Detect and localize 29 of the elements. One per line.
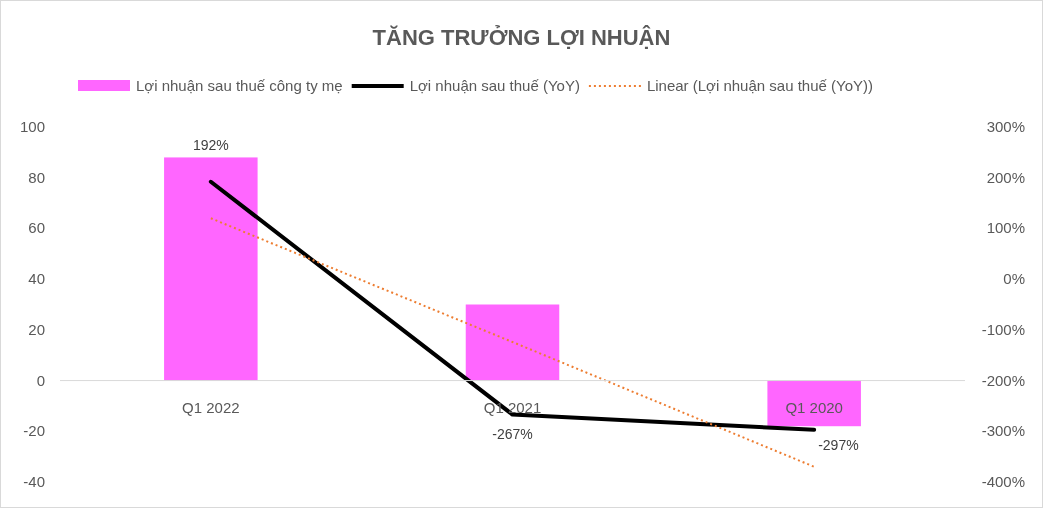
y2-tick-label: -200% — [981, 371, 1025, 389]
y2-tick-label: -100% — [981, 320, 1025, 338]
data-label: 192% — [192, 136, 229, 153]
x-tick-label: Q1 2022 — [182, 398, 240, 416]
y2-tick-label: 0% — [1003, 270, 1025, 288]
y2-tick-label: 200% — [986, 168, 1025, 186]
bar — [465, 304, 560, 381]
y2-tick-label: -400% — [981, 473, 1025, 490]
chart-title: TĂNG TRƯỞNG LỢI NHUẬN — [372, 25, 671, 50]
y-tick-label: -40 — [23, 473, 45, 490]
y-tick-label: 100 — [19, 118, 45, 135]
legend-label: Lợi nhuận sau thuế (YoY) — [409, 77, 580, 94]
y2-tick-label: -300% — [981, 422, 1025, 440]
bar — [767, 380, 861, 427]
y-tick-label: -20 — [23, 422, 45, 440]
y-tick-label: 20 — [28, 320, 45, 338]
y-tick-label: 60 — [28, 219, 45, 237]
y2-tick-label: 100% — [986, 219, 1025, 237]
legend-label: Linear (Lợi nhuận sau thuế (YoY)) — [646, 77, 873, 94]
data-label: -267% — [492, 425, 533, 442]
y2-tick-label: 300% — [986, 118, 1025, 135]
y-tick-label: 80 — [28, 168, 45, 186]
x-tick-label: Q1 2020 — [785, 398, 843, 416]
x-tick-label: Q1 2021 — [483, 398, 542, 416]
y-tick-label: 0 — [36, 371, 45, 389]
legend-label: Lợi nhuận sau thuế công ty mẹ — [136, 77, 343, 94]
data-label: -297% — [818, 436, 859, 453]
y-tick-label: 40 — [28, 270, 45, 288]
bar — [164, 157, 258, 381]
